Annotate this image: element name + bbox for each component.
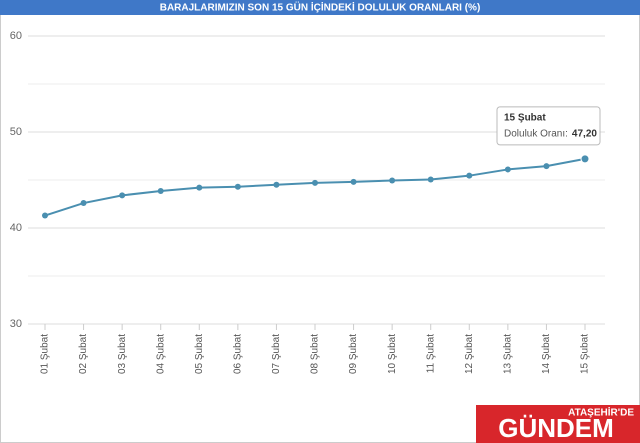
x-tick-label: 06 Şubat [232, 334, 243, 374]
point [42, 212, 48, 219]
x-tick-label: 12 Şubat [464, 334, 475, 374]
point [312, 179, 318, 186]
x-tick-label: 11 Şubat [425, 334, 436, 374]
point [273, 181, 280, 188]
x-tick-label: 04 Şubat [155, 334, 166, 374]
point [427, 176, 434, 183]
point [119, 192, 126, 199]
point [350, 178, 357, 185]
y-tick-label: 40 [10, 222, 22, 234]
x-tick-label: 02 Şubat [78, 334, 89, 374]
tooltip-title: 15 Şubat [504, 113, 546, 124]
logo-top: ATAŞEHİR'DE [568, 406, 634, 419]
x-tick-label: 05 Şubat [194, 334, 205, 374]
y-tick-label: 60 [10, 30, 22, 42]
x-tick-label: 03 Şubat [117, 334, 128, 374]
point [196, 184, 203, 191]
x-tick-label: 13 Şubat [502, 334, 513, 374]
y-tick-label: 50 [10, 126, 22, 138]
point [389, 177, 396, 184]
tooltip-box [496, 106, 601, 146]
chart-title: BARAJLARIMIZIN SON 15 GÜN İÇİNDEKİ DOLUL… [160, 1, 481, 14]
x-tick-label: 01 Şubat [40, 334, 51, 374]
title-bar [0, 0, 640, 15]
x-tick-label: 08 Şubat [310, 334, 321, 374]
x-tick-label: 10 Şubat [387, 334, 398, 374]
point [580, 154, 590, 164]
y-tick-label: 30 [10, 318, 22, 330]
x-tick-label: 09 Şubat [348, 334, 359, 374]
x-tick-label: 07 Şubat [271, 334, 282, 374]
tooltip-label: Doluluk Oranı: [504, 129, 568, 140]
logo-main: GÜNDEM [498, 413, 614, 443]
x-tick-label: 15 Şubat [580, 334, 591, 374]
point [543, 163, 550, 170]
point [466, 172, 473, 179]
x-tick-label: 14 Şubat [541, 334, 552, 374]
tooltip-value: 47,20 [572, 129, 597, 140]
logo-box [476, 405, 640, 443]
point [157, 188, 164, 195]
point [80, 200, 87, 207]
point [234, 183, 241, 190]
point [504, 166, 511, 173]
